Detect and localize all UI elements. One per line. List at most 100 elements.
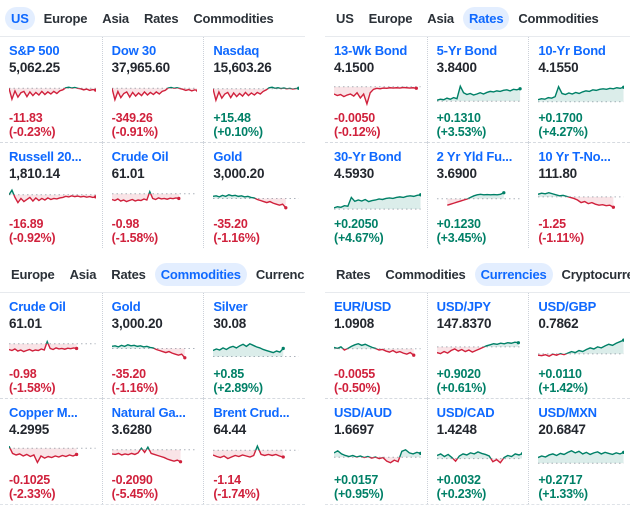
symbol-link[interactable]: 2 Yr Yld Fu... (436, 149, 513, 164)
price-change: -35.20 (111, 367, 146, 381)
quote-card[interactable]: Russell 20... 1,810.14 -16.89 (-0.92%) (0, 142, 102, 248)
price-value: 20.6847 (538, 422, 586, 437)
quote-card[interactable]: USD/JPY 147.8370 +0.9020 (+0.61%) (426, 293, 529, 398)
symbol-link[interactable]: 5-Yr Bond (436, 43, 498, 58)
sparkline-chart (9, 337, 96, 363)
tab-commodities[interactable]: Commodities (379, 263, 471, 286)
tab-asia[interactable]: Asia (96, 7, 135, 30)
sparkline-chart (334, 443, 421, 469)
quote-card[interactable]: USD/AUD 1.6697 +0.0157 (+0.95%) (325, 398, 427, 504)
quote-card[interactable]: S&P 500 5,062.25 -11.83 (-0.23%) (0, 37, 102, 142)
price-value: 3.8400 (436, 60, 477, 75)
price-change: -0.98 (9, 367, 37, 381)
quote-card[interactable]: Brent Crud... 64.44 -1.14 (-1.74%) (203, 398, 305, 504)
symbol-link[interactable]: Crude Oil (111, 149, 169, 164)
quote-card[interactable]: Gold 3,000.20 -35.20 (-1.16%) (203, 142, 305, 248)
tab-rates[interactable]: Rates (462, 7, 510, 30)
quote-card[interactable]: Copper M... 4.2995 -0.1025 (-2.33%) (0, 398, 102, 504)
symbol-link[interactable]: Silver (213, 299, 248, 314)
sparkline-chart (437, 191, 523, 213)
symbol-link[interactable]: S&P 500 (9, 43, 60, 58)
quote-card[interactable]: 30-Yr Bond 4.5930 +0.2050 (+4.67%) (325, 142, 427, 248)
tab-europe[interactable]: Europe (5, 263, 61, 286)
quote-card[interactable]: 2 Yr Yld Fu... 3.6900 +0.1230 (+3.45%) (426, 142, 529, 248)
price-value: 3,000.20 (213, 166, 265, 181)
tab-commodities[interactable]: Commodities (512, 7, 604, 30)
sparkline-chart (538, 187, 624, 209)
price-change-percent: (-0.12%) (334, 125, 381, 139)
quote-card-grid: Crude Oil 61.01 -0.98 (-1.58%) Gold 3,00… (0, 293, 305, 505)
quote-card[interactable]: Crude Oil 61.01 -0.98 (-1.58%) (101, 142, 204, 248)
symbol-link[interactable]: Gold (213, 149, 243, 164)
price-value: 3.6900 (436, 166, 477, 181)
tab-rates[interactable]: Rates (138, 7, 184, 30)
quote-card[interactable]: 10 Yr T-No... 111.80 -1.25 (-1.11%) (528, 142, 630, 248)
sparkline-chart (436, 81, 523, 107)
symbol-link[interactable]: USD/GBP (538, 299, 597, 314)
price-value: 4.5930 (334, 166, 375, 181)
quote-card[interactable]: USD/GBP 0.7862 +0.0110 (+1.42%) (528, 293, 630, 398)
quote-card[interactable]: Crude Oil 61.01 -0.98 (-1.58%) (0, 293, 102, 398)
tab-currencies[interactable]: Currencies (474, 263, 553, 286)
tab-rates[interactable]: Rates (330, 263, 376, 286)
symbol-link[interactable]: Dow 30 (111, 43, 157, 58)
quote-card[interactable]: Dow 30 37,965.60 -349.26 (-0.91%) (101, 37, 204, 142)
price-change-percent: (+0.95%) (334, 487, 384, 501)
quote-card[interactable]: Silver 30.08 +0.85 (+2.89%) (203, 293, 305, 398)
symbol-link[interactable]: 10-Yr Bond (538, 43, 606, 58)
tab-asia[interactable]: Asia (64, 263, 103, 286)
quote-card[interactable]: USD/MXN 20.6847 +0.2717 (+1.33%) (528, 398, 630, 504)
symbol-link[interactable]: Copper M... (9, 405, 78, 420)
price-change: -349.26 (111, 111, 153, 125)
symbol-link[interactable]: Gold (111, 299, 141, 314)
tab-rates[interactable]: Rates (105, 263, 151, 286)
quote-card[interactable]: Nasdaq 15,603.26 +15.48 (+0.10%) (203, 37, 305, 142)
tab-us[interactable]: US (5, 7, 35, 30)
quote-card[interactable]: 13-Wk Bond 4.1500 -0.0050 (-0.12%) (325, 37, 427, 142)
symbol-link[interactable]: 13-Wk Bond (334, 43, 408, 58)
price-change: +0.1700 (538, 111, 583, 125)
symbol-link[interactable]: USD/CAD (436, 405, 495, 420)
quote-card[interactable]: Gold 3,000.20 -35.20 (-1.16%) (101, 293, 204, 398)
sparkline-chart (436, 341, 523, 363)
symbol-link[interactable]: 30-Yr Bond (334, 149, 402, 164)
price-change-percent: (-1.16%) (111, 381, 159, 395)
symbol-link[interactable]: Brent Crud... (213, 405, 290, 420)
price-change: +0.1230 (436, 217, 481, 231)
symbol-link[interactable]: Natural Ga... (111, 405, 186, 420)
tab-asia[interactable]: Asia (421, 7, 460, 30)
symbol-link[interactable]: EUR/USD (334, 299, 392, 314)
tab-commodities[interactable]: Commodities (187, 7, 279, 30)
symbol-link[interactable]: USD/JPY (436, 299, 491, 314)
quote-card[interactable]: 5-Yr Bond 3.8400 +0.1310 (+3.53%) (426, 37, 529, 142)
quote-card[interactable]: 10-Yr Bond 4.1550 +0.1700 (+4.27%) (528, 37, 630, 142)
sparkline-chart (111, 443, 198, 464)
tab-europe[interactable]: Europe (38, 7, 94, 30)
symbol-link[interactable]: 10 Yr T-No... (538, 149, 611, 164)
tab-currencies[interactable]: Currencies (250, 263, 305, 286)
sparkline-chart (9, 187, 96, 213)
tab-cryptocurrencies[interactable]: Cryptocurrencies (556, 263, 630, 286)
symbol-link[interactable]: Crude Oil (9, 299, 66, 314)
quote-card[interactable]: Natural Ga... 3.6280 -0.2090 (-5.45%) (101, 398, 204, 504)
tab-commodities[interactable]: Commodities (154, 263, 247, 286)
price-change-percent: (-1.16%) (213, 231, 260, 245)
quote-card[interactable]: EUR/USD 1.0908 -0.0055 (-0.50%) (325, 293, 427, 398)
tab-europe[interactable]: Europe (363, 7, 419, 30)
sparkline-chart (9, 81, 96, 107)
price-change: -16.89 (9, 217, 44, 231)
quote-card[interactable]: USD/CAD 1.4248 +0.0032 (+0.23%) (426, 398, 529, 504)
symbol-link[interactable]: USD/AUD (334, 405, 392, 420)
sparkline-chart (334, 81, 421, 107)
symbol-link[interactable]: Nasdaq (213, 43, 260, 58)
symbol-link[interactable]: USD/MXN (538, 405, 597, 420)
symbol-link[interactable]: Russell 20... (9, 149, 82, 164)
price-change-percent: (+4.67%) (334, 231, 384, 245)
market-widget-currencies-markets: Rates Commodities Currencies Cryptocurr e… (325, 258, 630, 505)
price-change-percent: (-1.58%) (111, 231, 159, 245)
tab-us[interactable]: US (330, 7, 360, 30)
price-change-percent: (+0.10%) (213, 125, 263, 139)
price-value: 4.1500 (334, 60, 375, 75)
quote-card-grid: EUR/USD 1.0908 -0.0055 (-0.50%) USD/JPY … (325, 293, 630, 505)
price-change-percent: (-0.92%) (9, 231, 56, 245)
